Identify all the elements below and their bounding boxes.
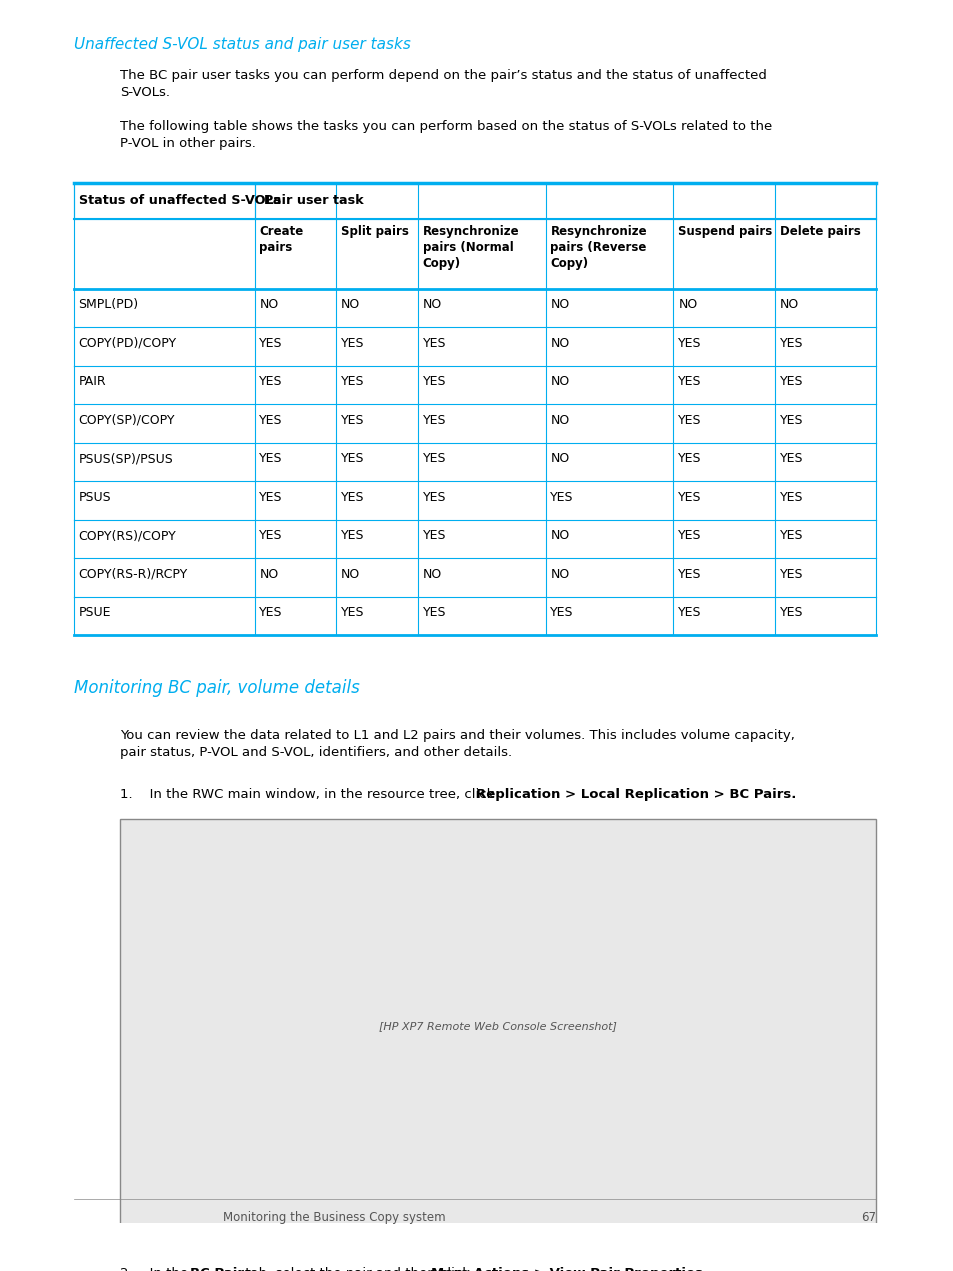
Text: YES: YES [259, 606, 283, 619]
Text: PSUS: PSUS [78, 491, 112, 503]
Text: YES: YES [779, 530, 802, 543]
Text: YES: YES [779, 375, 802, 389]
Text: You can review the data related to L1 and L2 pairs and their volumes. This inclu: You can review the data related to L1 an… [120, 728, 794, 759]
Text: YES: YES [779, 606, 802, 619]
Text: Split pairs: Split pairs [340, 225, 408, 238]
Text: YES: YES [422, 606, 446, 619]
Text: The following table shows the tasks you can perform based on the status of S-VOL: The following table shows the tasks you … [120, 121, 771, 150]
Text: YES: YES [779, 337, 802, 350]
Text: NO: NO [550, 414, 569, 427]
Text: YES: YES [340, 530, 364, 543]
Text: NO: NO [422, 568, 441, 581]
Text: YES: YES [340, 375, 364, 389]
Text: Suspend pairs: Suspend pairs [678, 225, 772, 238]
Text: PSUE: PSUE [78, 606, 111, 619]
Text: YES: YES [422, 337, 446, 350]
Text: YES: YES [259, 375, 283, 389]
Text: tab, select the pair and then click: tab, select the pair and then click [240, 1267, 474, 1271]
Text: NO: NO [550, 530, 569, 543]
Text: YES: YES [550, 606, 574, 619]
Text: COPY(SP)/COPY: COPY(SP)/COPY [78, 414, 175, 427]
Text: Replication > Local Replication > BC Pairs.: Replication > Local Replication > BC Pai… [476, 788, 795, 801]
Text: NO: NO [550, 299, 569, 311]
Text: YES: YES [678, 414, 701, 427]
Text: NO: NO [422, 299, 441, 311]
Text: NO: NO [550, 337, 569, 350]
Text: NO: NO [259, 299, 278, 311]
Text: More Actions > View Pair Properties: More Actions > View Pair Properties [431, 1267, 702, 1271]
Text: YES: YES [340, 414, 364, 427]
Text: Pair user task: Pair user task [264, 194, 363, 207]
Text: The BC pair user tasks you can perform depend on the pair’s status and the statu: The BC pair user tasks you can perform d… [120, 70, 766, 99]
Text: YES: YES [678, 375, 701, 389]
Text: NO: NO [340, 299, 359, 311]
Text: 1.    In the RWC main window, in the resource tree, click: 1. In the RWC main window, in the resour… [120, 788, 498, 801]
Text: YES: YES [259, 530, 283, 543]
Text: BC Pairs: BC Pairs [190, 1267, 252, 1271]
Text: YES: YES [340, 491, 364, 503]
Text: YES: YES [259, 337, 283, 350]
Text: YES: YES [259, 452, 283, 465]
Text: YES: YES [678, 568, 701, 581]
Text: [HP XP7 Remote Web Console Screenshot]: [HP XP7 Remote Web Console Screenshot] [378, 1021, 617, 1031]
Text: YES: YES [779, 491, 802, 503]
Text: NO: NO [550, 568, 569, 581]
Text: COPY(PD)/COPY: COPY(PD)/COPY [78, 337, 176, 350]
Text: YES: YES [259, 414, 283, 427]
Text: YES: YES [678, 530, 701, 543]
Text: YES: YES [422, 452, 446, 465]
Text: NO: NO [259, 568, 278, 581]
Text: Delete pairs: Delete pairs [779, 225, 860, 238]
Text: 2.    In the: 2. In the [120, 1267, 193, 1271]
Text: 67: 67 [861, 1211, 875, 1224]
Text: YES: YES [422, 414, 446, 427]
Text: YES: YES [340, 606, 364, 619]
Text: YES: YES [678, 606, 701, 619]
Text: NO: NO [550, 375, 569, 389]
Text: Unaffected S-VOL status and pair user tasks: Unaffected S-VOL status and pair user ta… [73, 37, 410, 52]
Text: NO: NO [678, 299, 697, 311]
Text: Resynchronize
pairs (Normal
Copy): Resynchronize pairs (Normal Copy) [422, 225, 518, 271]
Text: YES: YES [779, 568, 802, 581]
Text: YES: YES [422, 375, 446, 389]
Text: Monitoring the Business Copy system: Monitoring the Business Copy system [223, 1211, 446, 1224]
Text: NO: NO [779, 299, 798, 311]
Text: NO: NO [550, 452, 569, 465]
Text: YES: YES [678, 452, 701, 465]
Text: YES: YES [422, 491, 446, 503]
Text: SMPL(PD): SMPL(PD) [78, 299, 138, 311]
Text: PSUS(SP)/PSUS: PSUS(SP)/PSUS [78, 452, 173, 465]
Text: YES: YES [779, 452, 802, 465]
Text: Status of unaffected S-VOLs: Status of unaffected S-VOLs [78, 194, 280, 207]
Text: Create
pairs: Create pairs [259, 225, 303, 254]
Text: COPY(RS-R)/RCPY: COPY(RS-R)/RCPY [78, 568, 188, 581]
Text: Resynchronize
pairs (Reverse
Copy): Resynchronize pairs (Reverse Copy) [550, 225, 646, 271]
Text: NO: NO [340, 568, 359, 581]
Text: YES: YES [678, 337, 701, 350]
Text: YES: YES [259, 491, 283, 503]
Text: YES: YES [550, 491, 574, 503]
Text: YES: YES [779, 414, 802, 427]
Text: Monitoring BC pair, volume details: Monitoring BC pair, volume details [73, 679, 359, 697]
Text: COPY(RS)/COPY: COPY(RS)/COPY [78, 530, 176, 543]
Text: YES: YES [340, 452, 364, 465]
Text: YES: YES [678, 491, 701, 503]
Text: .: . [662, 1267, 667, 1271]
Text: YES: YES [422, 530, 446, 543]
Text: YES: YES [340, 337, 364, 350]
FancyBboxPatch shape [120, 819, 875, 1233]
Text: PAIR: PAIR [78, 375, 106, 389]
